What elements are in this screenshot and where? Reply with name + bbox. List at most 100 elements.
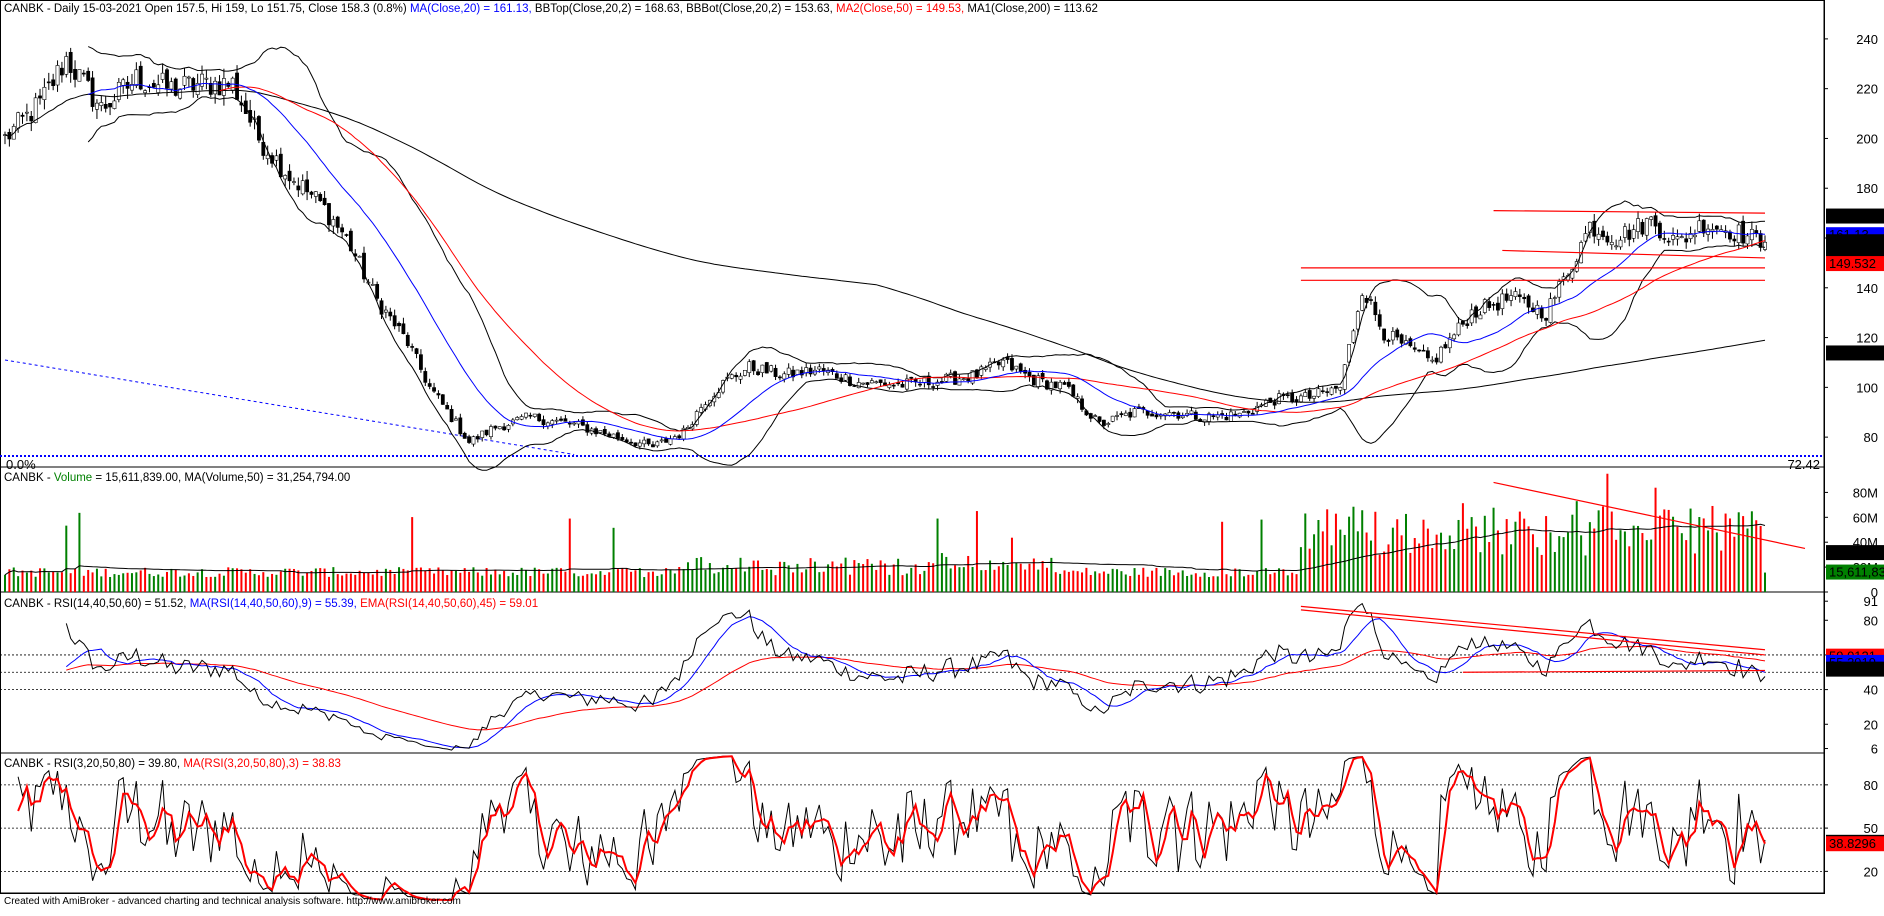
candle-body bbox=[1443, 344, 1448, 349]
candle-body bbox=[572, 422, 577, 425]
volume-bar bbox=[336, 574, 339, 592]
volume-bar bbox=[1531, 534, 1534, 592]
volume-bar bbox=[441, 570, 444, 592]
volume-bar bbox=[757, 560, 760, 592]
volume-bar bbox=[1072, 570, 1075, 592]
volume-bar bbox=[1724, 513, 1727, 592]
volume-bar bbox=[533, 567, 536, 592]
volume-bar bbox=[555, 567, 558, 592]
volume-bar bbox=[813, 561, 816, 592]
volume-bar bbox=[1391, 527, 1394, 592]
candle-body bbox=[616, 432, 620, 439]
volume-bar bbox=[962, 567, 965, 592]
candle-body bbox=[1193, 411, 1198, 420]
volume-bar bbox=[805, 569, 808, 592]
volume-bar bbox=[468, 571, 471, 592]
candle-body bbox=[1106, 423, 1111, 425]
volume-bar bbox=[498, 574, 501, 592]
volume-bar bbox=[686, 562, 689, 592]
volume-bar bbox=[459, 572, 462, 592]
candle-body bbox=[743, 370, 747, 376]
candle-body bbox=[1211, 415, 1216, 418]
candle-body bbox=[1535, 304, 1540, 315]
volume-bar bbox=[1457, 519, 1460, 592]
volume-bar bbox=[1120, 571, 1123, 592]
volume-bar bbox=[586, 574, 589, 592]
volume-bar bbox=[1067, 571, 1070, 592]
volume-bar bbox=[1356, 531, 1359, 592]
volume-bar bbox=[1234, 568, 1237, 592]
candle-body bbox=[996, 361, 1001, 366]
volume-bar bbox=[625, 568, 628, 592]
candle-body bbox=[747, 361, 752, 373]
candle-body bbox=[734, 374, 739, 378]
volume-bar bbox=[595, 574, 598, 592]
volume-bar bbox=[787, 565, 790, 592]
volume-bar bbox=[520, 567, 523, 592]
candle-body bbox=[1732, 238, 1737, 242]
candle-body bbox=[699, 407, 704, 413]
volume-bar bbox=[1742, 516, 1745, 592]
candle-body bbox=[1412, 347, 1417, 350]
volume-bar bbox=[275, 574, 278, 592]
volume-bar bbox=[389, 569, 392, 592]
volume-bar bbox=[603, 574, 606, 592]
candle-body bbox=[637, 442, 642, 447]
volume-bar bbox=[187, 573, 190, 592]
candle-body bbox=[1329, 387, 1334, 395]
volume-bar bbox=[240, 569, 243, 592]
candle-body bbox=[1224, 416, 1229, 421]
volume-bar bbox=[279, 571, 282, 592]
volume-bar bbox=[1698, 517, 1701, 592]
candle-body bbox=[1631, 229, 1636, 239]
volume-bar bbox=[1400, 535, 1403, 592]
candle-body bbox=[64, 56, 69, 75]
candle-body bbox=[1679, 236, 1684, 238]
candle-body bbox=[423, 371, 428, 383]
volume-bar bbox=[1313, 534, 1316, 592]
value-rsi14: 51.5202 bbox=[1826, 661, 1884, 677]
value-ma200-text: 113.617 bbox=[1829, 345, 1875, 360]
volume-bar bbox=[1194, 573, 1197, 592]
value-rsi14-bg bbox=[1826, 661, 1884, 677]
candle-body bbox=[497, 426, 502, 430]
candle-body bbox=[1014, 365, 1019, 370]
volume-bar bbox=[840, 563, 843, 592]
volume-bar bbox=[945, 556, 948, 592]
value-vol-ma-bg bbox=[1826, 545, 1884, 561]
candle-body bbox=[861, 382, 866, 385]
candle-body bbox=[1123, 412, 1128, 416]
volume-bar bbox=[314, 568, 317, 592]
volume-bar bbox=[1081, 572, 1084, 592]
candle-body bbox=[821, 368, 826, 372]
volume-bar bbox=[1488, 542, 1491, 592]
candle-body bbox=[550, 420, 555, 425]
candle-body bbox=[1285, 394, 1290, 397]
volume-title-part: = 15,611,839.00, MA(Volume,50) = 31,254,… bbox=[92, 472, 350, 484]
volume-bar bbox=[1374, 511, 1377, 592]
volume-bar bbox=[209, 576, 212, 592]
volume-bar bbox=[130, 573, 133, 592]
volume-bar bbox=[179, 576, 182, 592]
volume-bar bbox=[122, 573, 125, 592]
candle-body bbox=[305, 179, 309, 193]
candle-body bbox=[1688, 233, 1693, 239]
volume-bar bbox=[853, 560, 856, 592]
volume-bar bbox=[1715, 532, 1718, 592]
rsi14-title-part: EMA(RSI(14,40,50,60),45) = 59.01 bbox=[360, 598, 538, 610]
volume-bar bbox=[1107, 573, 1110, 592]
volume-bar bbox=[651, 571, 654, 592]
candle-body bbox=[81, 72, 86, 75]
volume-bar bbox=[892, 564, 895, 592]
candle-body bbox=[1417, 349, 1422, 352]
candle-body bbox=[1544, 318, 1548, 321]
volume-bar bbox=[568, 518, 571, 592]
candle-body bbox=[668, 438, 673, 445]
candle-body bbox=[1242, 411, 1246, 413]
volume-bar bbox=[306, 572, 309, 592]
candle-body bbox=[348, 230, 353, 252]
candle-body bbox=[243, 100, 248, 114]
volume-bar bbox=[1019, 563, 1022, 592]
volume-bar bbox=[1549, 532, 1552, 592]
candle-body bbox=[751, 360, 756, 372]
